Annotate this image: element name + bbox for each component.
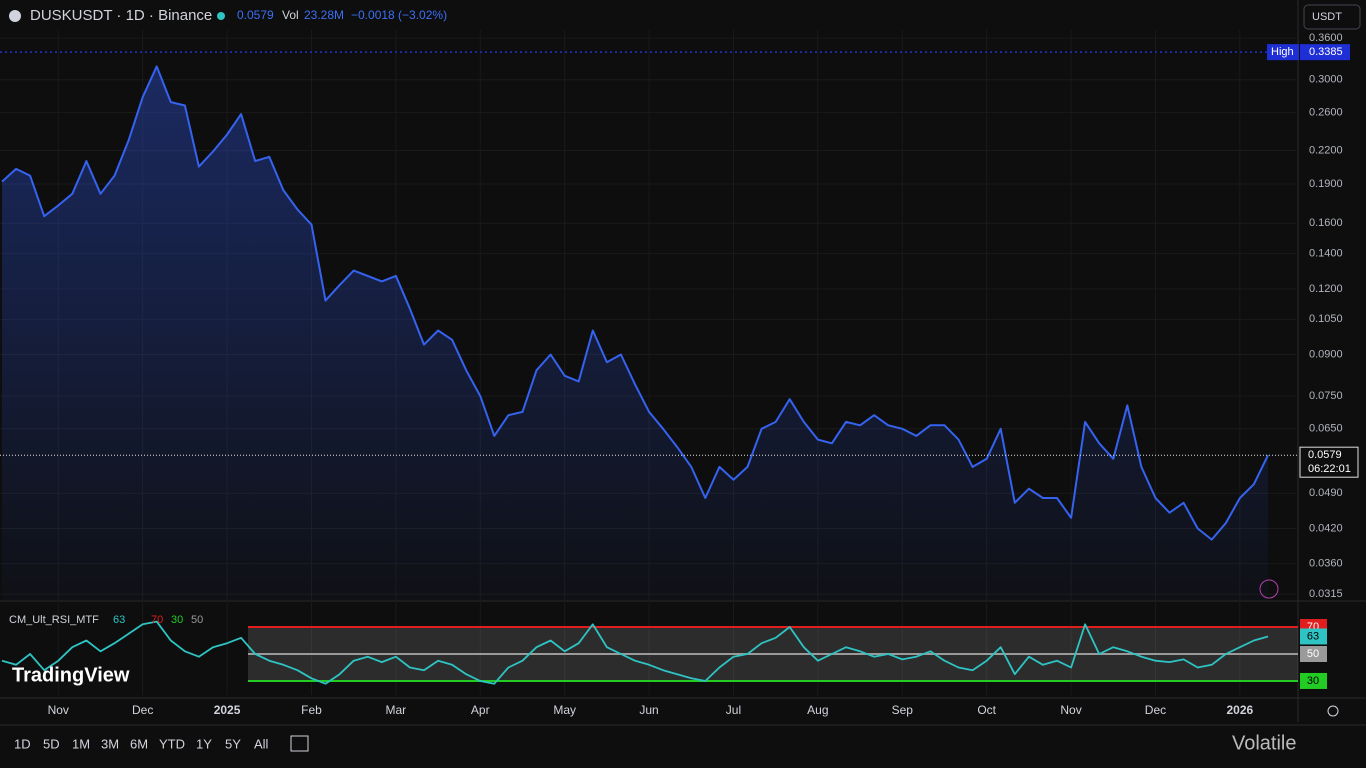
range-button[interactable]: YTD [159, 736, 185, 751]
range-button[interactable]: 1M [72, 736, 90, 751]
high-value-badge [1300, 44, 1350, 61]
y-tick-label: 0.0360 [1309, 558, 1343, 570]
range-toolbar: 1D 5D 1M 3M 6M YTD 1Y 5Y All [14, 736, 269, 751]
range-button[interactable]: All [254, 736, 269, 751]
high-value: 0.3385 [1309, 46, 1343, 58]
y-tick-label: 0.1600 [1309, 217, 1343, 229]
alert-icon[interactable] [1259, 579, 1279, 599]
currency-button[interactable] [1303, 4, 1361, 30]
high-label: High [1271, 46, 1294, 58]
vol-label: Vol [282, 8, 299, 22]
x-tick-label: Dec [132, 703, 153, 717]
y-tick-label: 0.2600 [1309, 106, 1343, 118]
x-tick-label: Aug [807, 703, 828, 717]
x-tick-label: 2026 [1227, 703, 1254, 717]
price-line [1, 65, 1269, 541]
settings-icon[interactable] [1327, 705, 1339, 717]
x-tick-label: Sep [892, 703, 914, 717]
range-button[interactable]: 5Y [225, 736, 241, 751]
rsi-legend-70: 70 [151, 614, 163, 626]
last-price-label: 0.0579 [1308, 449, 1342, 461]
rsi-value-badge [1300, 628, 1327, 645]
x-tick-label: Nov [48, 703, 69, 717]
volume: 23.28M [304, 8, 344, 22]
rsi-level-badge [1300, 672, 1327, 689]
y-tick-label: 0.2200 [1309, 144, 1343, 156]
currency-label[interactable]: USDT [1312, 11, 1342, 23]
last-price-badge [1299, 446, 1359, 478]
y-tick-label: 50 [1307, 648, 1319, 660]
countdown: 06:22:01 [1308, 463, 1351, 475]
rsi-line [1, 620, 1269, 685]
range-button[interactable]: 1Y [196, 736, 212, 751]
x-tick-label: Dec [1145, 703, 1166, 717]
x-tick-label: Jun [639, 703, 658, 717]
y-tick-label: 0.1400 [1309, 248, 1343, 260]
status-dot [217, 12, 225, 20]
rsi-level-badge [1300, 645, 1327, 662]
range-button[interactable]: 5D [43, 736, 60, 751]
rsi-legend-30: 30 [171, 614, 183, 626]
x-tick-label: Apr [471, 703, 490, 717]
symbol-icon [9, 10, 21, 22]
y-tick-label: 0.0750 [1309, 390, 1343, 402]
range-button[interactable]: 1D [14, 736, 31, 751]
watermark: Volatile [1232, 732, 1297, 754]
y-tick-label: 0.1050 [1309, 313, 1343, 325]
high-label-badge [1267, 44, 1299, 61]
symbol-title: DUSKUSDT · 1D · Binance [30, 7, 212, 24]
x-tick-label: Jul [726, 703, 741, 717]
rsi-value-label: 63 [1307, 630, 1319, 642]
logo: TradingView [12, 664, 130, 686]
y-tick-label: 0.1900 [1309, 178, 1343, 190]
y-tick-label: 0.0650 [1309, 423, 1343, 435]
last-price: 0.0579 [237, 8, 274, 22]
y-tick-label: 0.0490 [1309, 487, 1343, 499]
calendar-icon[interactable] [290, 735, 309, 752]
x-tick-label: 2025 [214, 703, 241, 717]
y-tick-label: 0.3000 [1309, 74, 1343, 86]
y-tick-label: 0.0315 [1309, 588, 1343, 600]
y-tick-label: 30 [1307, 675, 1319, 687]
rsi-title: CM_Ult_RSI_MTF [9, 614, 99, 626]
range-button[interactable]: 6M [130, 736, 148, 751]
y-tick-label: 0.0420 [1309, 522, 1343, 534]
rsi-legend-value: 63 [113, 614, 125, 626]
x-tick-label: May [553, 703, 576, 717]
change: −0.0018 (−3.02%) [351, 8, 447, 22]
y-tick-label: 0.1200 [1309, 283, 1343, 295]
y-tick-label: 0.3600 [1309, 32, 1343, 44]
range-button[interactable]: 3M [101, 736, 119, 751]
x-tick-label: Mar [386, 703, 407, 717]
y-tick-label: 0.0900 [1309, 348, 1343, 360]
x-tick-label: Nov [1060, 703, 1081, 717]
price-area [2, 66, 1268, 600]
rsi-legend-50: 50 [191, 614, 203, 626]
x-tick-label: Oct [977, 703, 996, 717]
x-tick-label: Feb [301, 703, 322, 717]
